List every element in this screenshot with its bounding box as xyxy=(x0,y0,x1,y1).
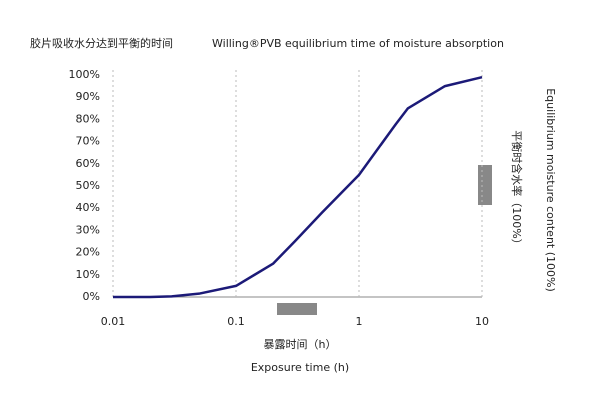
y-tick-label: 40% xyxy=(76,201,100,214)
y-tick-label: 10% xyxy=(76,268,100,281)
x-tick-label: 1 xyxy=(356,315,363,328)
y-tick-label: 60% xyxy=(76,157,100,170)
y-tick-label: 50% xyxy=(76,179,100,192)
handle xyxy=(478,165,492,205)
x-tick-label: 10 xyxy=(475,315,489,328)
y-axis-label: Equilibrium moisture content (100%) xyxy=(544,88,557,292)
y-tick-label: 30% xyxy=(76,223,100,236)
y-tick-label: 20% xyxy=(76,246,100,259)
line xyxy=(113,76,483,299)
chart-subtitle: Willing®PVB equilibrium time of moisture… xyxy=(212,37,504,50)
y-tick-label: 0% xyxy=(83,290,100,303)
handle xyxy=(277,303,317,315)
x-axis-label: 暴露时间（h） xyxy=(264,338,337,351)
x-tick-label: 0.01 xyxy=(101,315,126,328)
y-axis-label: 平衡时含水率（100%） xyxy=(510,130,524,249)
y-tick-label: 90% xyxy=(76,90,100,103)
x-axis-label: Exposure time (h) xyxy=(251,361,349,374)
x-tick-label: 0.1 xyxy=(227,315,245,328)
y-tick-label: 70% xyxy=(76,135,100,148)
y-tick-label: 80% xyxy=(76,112,100,125)
y-tick-label: 100% xyxy=(69,68,100,81)
chart-title: 胶片吸收水分达到平衡的时间 xyxy=(30,36,173,50)
